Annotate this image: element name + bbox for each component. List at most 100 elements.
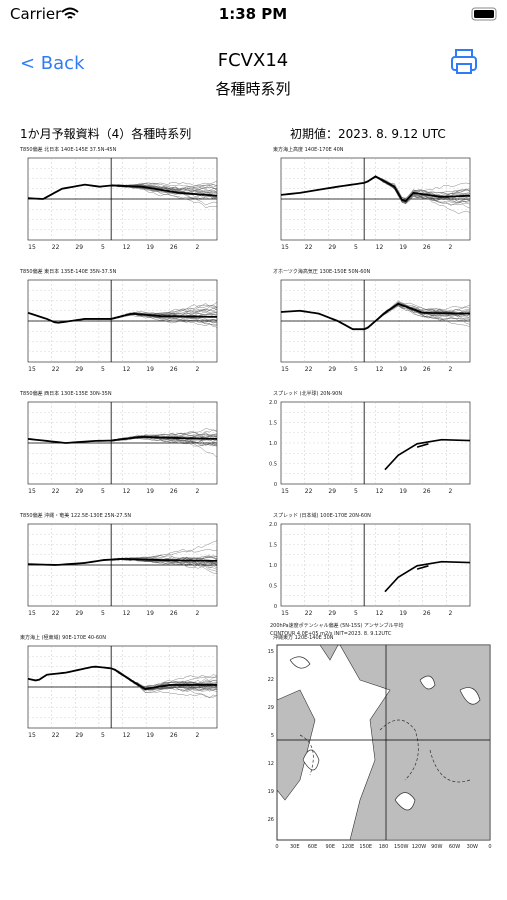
- panel-title: 東方海上高度 140E-170E 40N: [273, 146, 344, 153]
- x-label: 2: [195, 244, 199, 251]
- x-label: 29: [75, 244, 83, 251]
- map-x-label: 30E: [290, 844, 300, 850]
- y-label: 0: [274, 482, 277, 488]
- x-label: 5: [354, 244, 358, 251]
- x-label: 2: [195, 488, 199, 495]
- map-y-label: 29: [268, 705, 274, 711]
- x-label: 26: [423, 488, 431, 495]
- member-line: [111, 437, 218, 458]
- x-label: 22: [52, 488, 60, 495]
- x-label: 15: [28, 244, 36, 251]
- x-label: 22: [305, 610, 313, 617]
- x-label: 29: [328, 610, 336, 617]
- back-button[interactable]: < Back: [20, 53, 85, 74]
- panel-title: T850偏差 沖縄・奄美 122.5E-130E 25N-27.5N: [19, 512, 131, 519]
- x-label: 15: [28, 488, 36, 495]
- x-label: 19: [146, 244, 154, 251]
- x-label: 26: [423, 366, 431, 373]
- x-label: 15: [281, 610, 289, 617]
- chart-panel: スプレッド (日本域) 100E-170E 20N-60N 15 22 29 5 12 19…: [269, 512, 471, 617]
- x-label: 19: [399, 488, 407, 495]
- map-y-label: 22: [268, 677, 274, 683]
- x-label: 15: [28, 732, 36, 739]
- map-y-label: 12: [268, 761, 274, 767]
- x-label: 5: [101, 732, 105, 739]
- x-label: 2: [195, 366, 199, 373]
- x-label: 22: [305, 366, 313, 373]
- map-x-label: 120E: [342, 844, 355, 850]
- dashed-contour: [299, 734, 314, 776]
- member-line: [111, 183, 218, 199]
- map-panel: 200hPa速度ポテンシャル偏差 (5N-15S) アンサンブル平均 CONTOU…: [268, 622, 492, 850]
- x-label: 19: [399, 244, 407, 251]
- shaded-area: [339, 644, 491, 841]
- panel-title: オホーツク海高気圧 130E-150E 50N-60N: [273, 268, 371, 275]
- x-label: 12: [376, 366, 384, 373]
- y-label: 1.5: [269, 543, 277, 549]
- print-button[interactable]: [451, 49, 477, 74]
- y-label: 2.0: [269, 400, 277, 406]
- member-line: [364, 175, 471, 204]
- chart-panel: T850偏差 東日本 135E-140E 35N-37.5N 15 22 29 5 12 1…: [19, 268, 218, 373]
- mean-line: [27, 665, 217, 690]
- x-label: 29: [328, 488, 336, 495]
- mean-line: [280, 175, 471, 203]
- x-label: 22: [305, 488, 313, 495]
- x-label: 2: [448, 244, 452, 251]
- x-label: 12: [123, 610, 131, 617]
- panel-title: T850偏差 西日本 130E-135E 30N-35N: [19, 390, 112, 397]
- mean-line: [27, 183, 218, 200]
- x-label: 22: [52, 610, 60, 617]
- x-label: 19: [146, 488, 154, 495]
- map-x-label: 120W: [412, 844, 427, 850]
- map-x-label: 0: [488, 844, 491, 850]
- x-label: 2: [448, 366, 452, 373]
- x-label: 12: [123, 732, 131, 739]
- chart-panel: T850偏差 西日本 130E-135E 30N-35N 15 22 29 5 12 19 2…: [19, 390, 218, 495]
- doc-heading: 1か月予報資料（4）各種時系列: [20, 126, 191, 141]
- panel-title: 沖縄東方 120E-140E 30N: [273, 634, 334, 641]
- battery: [471, 7, 497, 21]
- x-label: 19: [146, 610, 154, 617]
- x-label: 12: [376, 610, 384, 617]
- panel-title: スプレッド (北半球) 20N-90N: [273, 390, 342, 397]
- chart-panel: オホーツク海高気圧 130E-150E 50N-60N 15 22 29 5 12 19 26…: [273, 268, 471, 373]
- x-label: 29: [75, 488, 83, 495]
- x-label: 12: [376, 244, 384, 251]
- init-time: 初期値：2023. 8. 9.12 UTC: [290, 126, 446, 141]
- map-x-label: 60W: [449, 844, 460, 850]
- spread-line: [384, 560, 471, 593]
- x-label: 12: [123, 244, 131, 251]
- map-x-label: 0: [275, 844, 278, 850]
- contour: [419, 675, 436, 690]
- dashed-contour: [429, 749, 471, 783]
- x-label: 12: [123, 488, 131, 495]
- x-label: 5: [101, 244, 105, 251]
- chart-panel: T850偏差 沖縄・奄美 122.5E-130E 25N-27.5N 15 22 29…: [19, 512, 218, 617]
- x-label: 15: [28, 366, 36, 373]
- y-label: 0.5: [269, 462, 277, 468]
- carrier: Carrier: [10, 5, 62, 23]
- x-label: 15: [281, 366, 289, 373]
- map-x-label: 60E: [308, 844, 318, 850]
- x-label: 5: [354, 488, 358, 495]
- map-x-label: 90E: [325, 844, 335, 850]
- x-label: 26: [170, 610, 178, 617]
- map-y-label: 15: [268, 649, 274, 655]
- contour: [289, 656, 311, 669]
- map-subtitle: CONTOUR 4.0E+05 m2/s INIT=2023. 8. 9.12U…: [270, 631, 392, 637]
- x-label: 19: [146, 732, 154, 739]
- member-line: [111, 668, 218, 689]
- x-label: 19: [146, 366, 154, 373]
- x-label: 15: [281, 244, 289, 251]
- spread-line-2: [416, 565, 429, 570]
- clock: 1:38 PM: [219, 5, 287, 23]
- x-label: 5: [354, 366, 358, 373]
- map-x-label: 90W: [431, 844, 442, 850]
- x-label: 29: [328, 366, 336, 373]
- x-label: 22: [305, 244, 313, 251]
- contour: [459, 687, 481, 705]
- map-y-label: 19: [268, 789, 274, 795]
